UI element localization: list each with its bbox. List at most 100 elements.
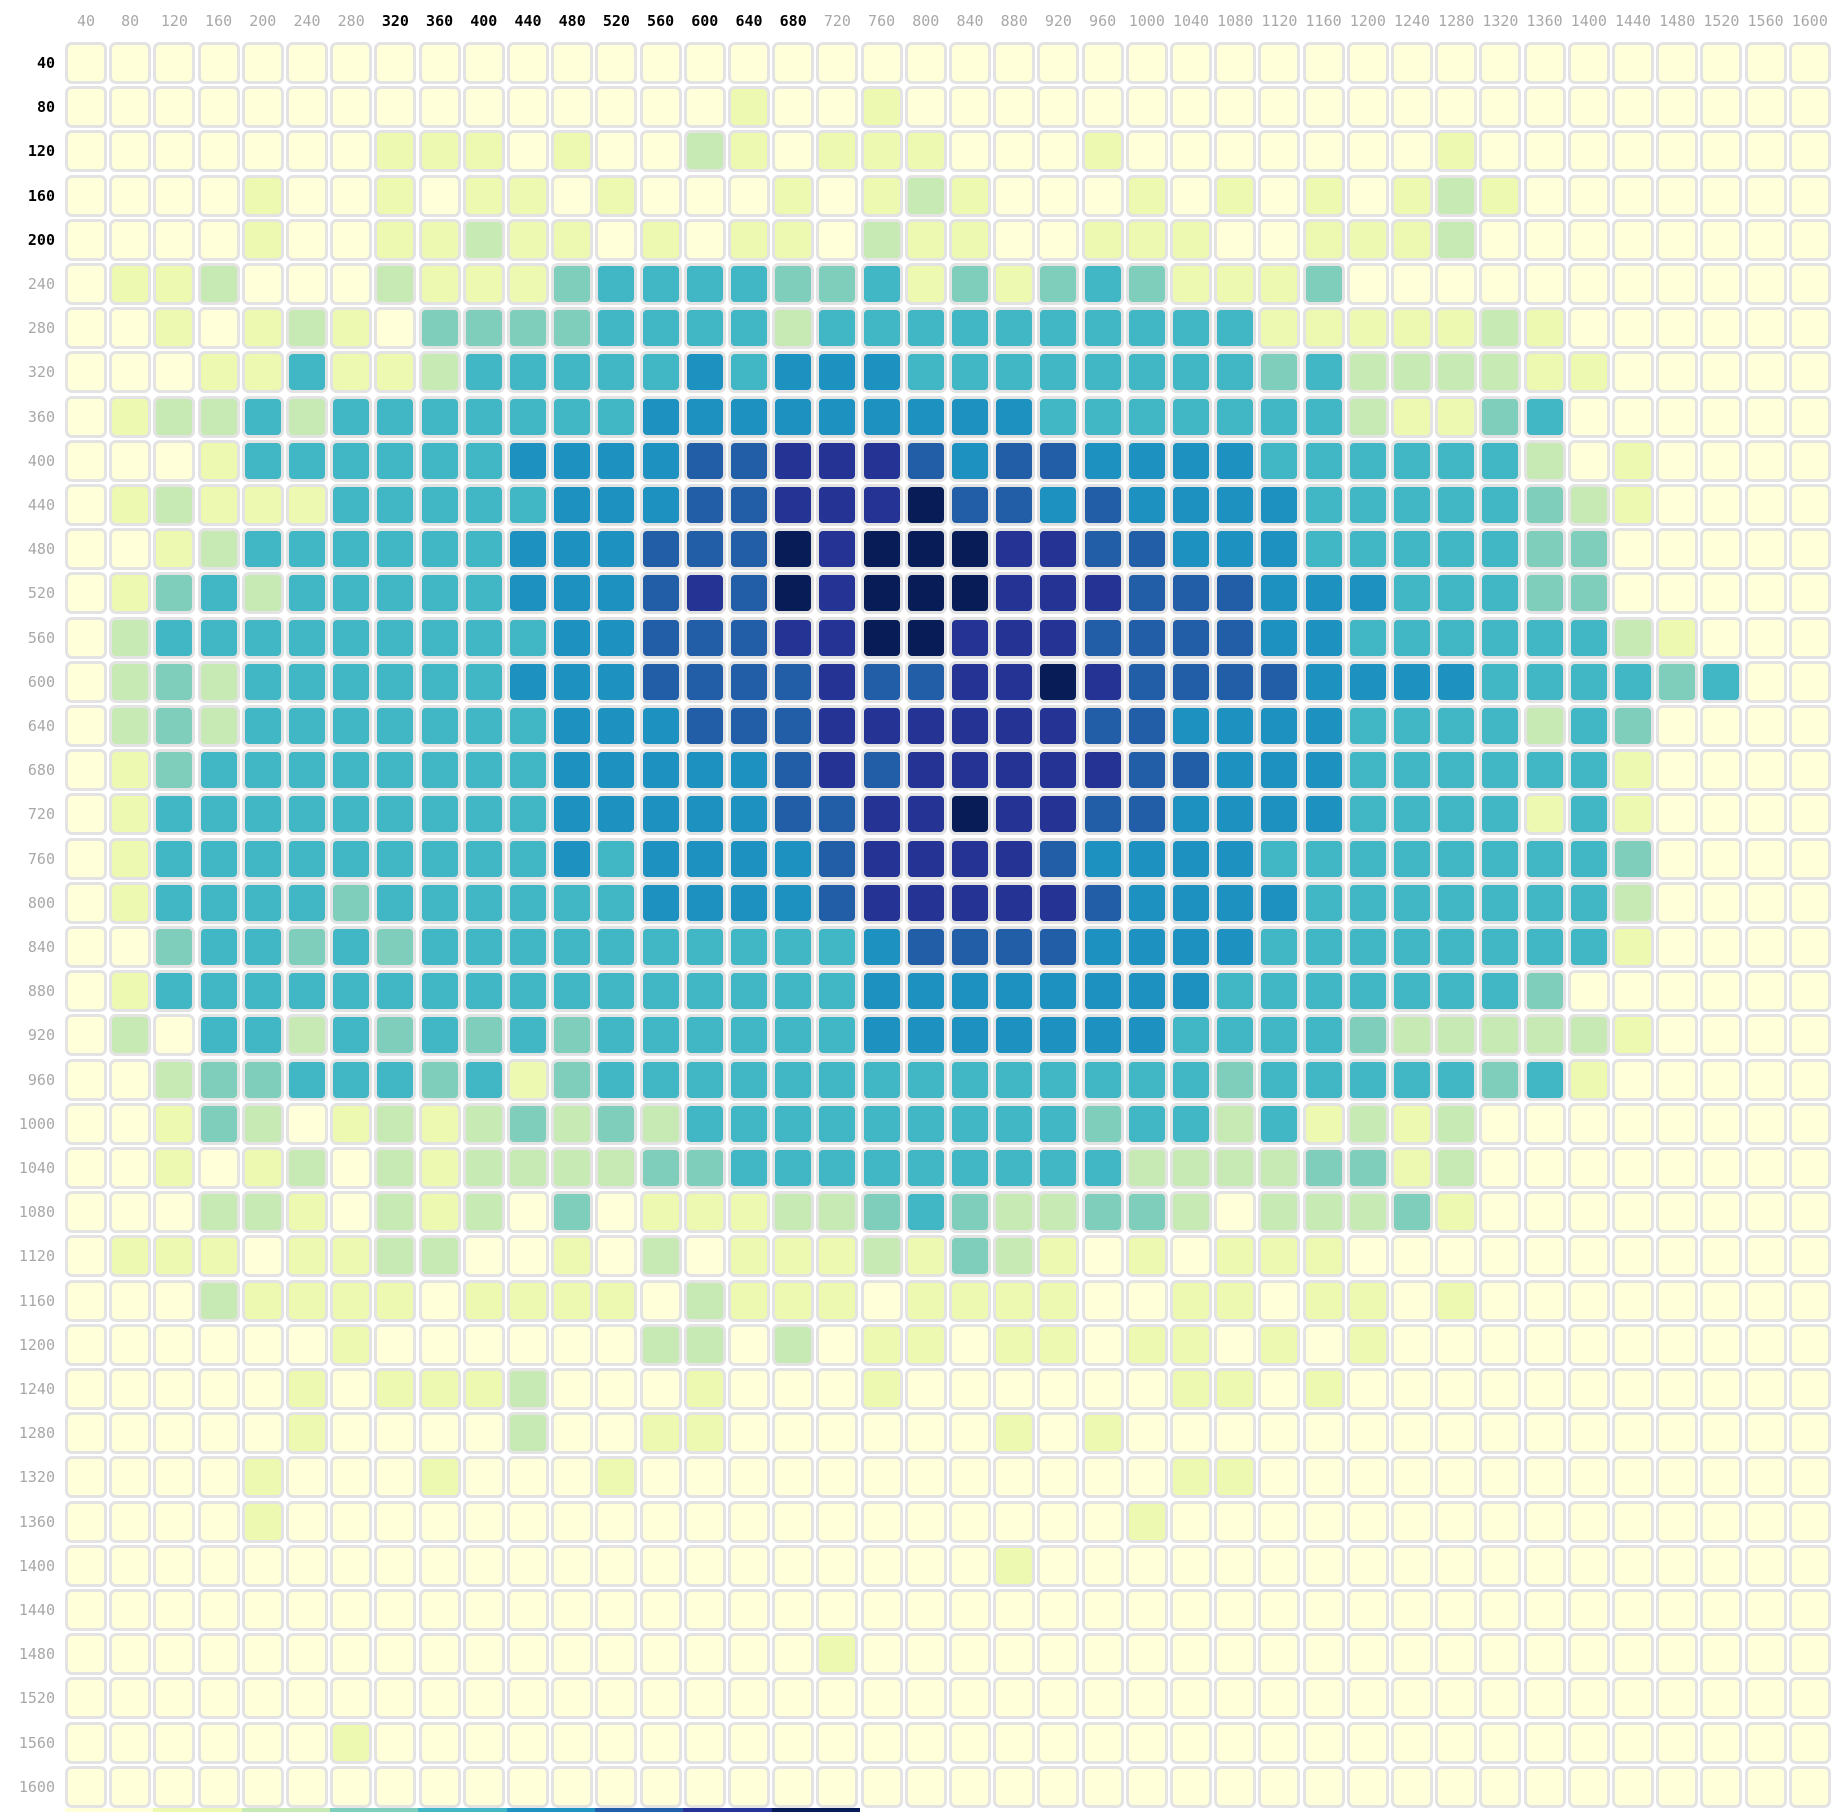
color-scale-swatch [594,1808,684,1812]
heatmap-cell [816,616,859,659]
heatmap-cell [462,660,505,703]
heatmap-cell [860,1191,903,1234]
heatmap-cell [1081,926,1124,968]
heatmap-cell [551,970,594,1013]
heatmap-cell [551,660,594,703]
heatmap-cell [418,705,461,747]
heatmap-cell [1214,1500,1257,1543]
heatmap-cell [772,42,815,84]
heatmap-cell [109,86,152,129]
heatmap-cell [1125,439,1168,482]
heatmap-cell [551,926,594,968]
heatmap-cell [1346,351,1389,394]
heatmap-cell [1612,1633,1654,1676]
heatmap-cell [1479,1102,1522,1145]
heatmap-cell [1744,1500,1787,1543]
heatmap-cell [1081,351,1124,394]
heatmap-cell [109,218,152,261]
heatmap-cell [1081,1368,1124,1410]
heatmap-cell [639,705,682,747]
heatmap-cell [728,351,770,394]
heatmap-cell [1346,1102,1389,1145]
heatmap-cell [1612,1147,1654,1189]
heatmap-cell [816,1456,859,1499]
heatmap-cell [1170,1456,1212,1499]
heatmap-cell [507,793,549,836]
heatmap-cell [197,1058,240,1101]
heatmap-cell [639,1456,682,1499]
heatmap-cell [1788,1191,1831,1234]
heatmap-cell [1302,837,1345,880]
heatmap-cell [1788,1323,1831,1366]
heatmap-cell [993,439,1036,482]
heatmap-cell [418,970,461,1013]
heatmap-cell [728,1235,770,1278]
heatmap-cell [1391,307,1433,350]
heatmap-cell [816,1412,859,1455]
heatmap-cell [551,1235,594,1278]
heatmap-cell [904,1058,947,1101]
heatmap-cell [1125,1058,1168,1101]
heatmap-cell [1346,307,1389,350]
heatmap-cell [860,1147,903,1189]
heatmap-cell [904,1677,947,1720]
heatmap-cell [1700,881,1743,924]
heatmap-cell [772,1500,815,1543]
heatmap-cell [1258,1058,1301,1101]
heatmap-cell [1523,1279,1566,1322]
heatmap-cell [1081,1544,1124,1587]
heatmap-cell [1523,1412,1566,1455]
heatmap-cell [904,1323,947,1366]
x-tick-label: 880 [1000,12,1028,30]
heatmap-cell [1435,307,1478,350]
heatmap-cell [1656,218,1699,261]
heatmap-cell [1656,1368,1699,1410]
heatmap-cell [109,484,152,526]
heatmap-cell [1037,1500,1080,1543]
heatmap-cell [1302,307,1345,350]
heatmap-cell [1081,439,1124,482]
heatmap-cell [153,1147,196,1189]
heatmap-cell [330,1323,373,1366]
heatmap-cell [1656,130,1699,173]
heatmap-cell [1567,42,1610,84]
heatmap-cell [1081,1191,1124,1234]
heatmap-cell [1700,1147,1743,1189]
heatmap-cell [816,793,859,836]
heatmap-cell [1435,1058,1478,1101]
heatmap-cell [1037,174,1080,217]
heatmap-cell [728,881,770,924]
heatmap-cell [904,749,947,792]
heatmap-cell [1081,881,1124,924]
heatmap-cell [1170,1058,1212,1101]
heatmap-cell [109,1279,152,1322]
heatmap-cell [728,1765,770,1808]
heatmap-cell [241,926,284,968]
heatmap-cell [1479,1677,1522,1720]
heatmap-cell [1258,1147,1301,1189]
heatmap-cell [1479,572,1522,615]
heatmap-cell [1567,439,1610,482]
heatmap-cell [1700,660,1743,703]
heatmap-cell [1744,263,1787,305]
heatmap-cell [860,1235,903,1278]
heatmap-cell [639,1721,682,1764]
heatmap-cell [330,572,373,615]
heatmap-cell [1037,1191,1080,1234]
heatmap-cell [904,86,947,129]
heatmap-cell [462,42,505,84]
heatmap-cell [1700,749,1743,792]
heatmap-cell [241,1589,284,1631]
heatmap-cell [286,1589,328,1631]
heatmap-cell [1346,705,1389,747]
heatmap-cell [1037,970,1080,1013]
heatmap-cell [860,130,903,173]
heatmap-cell [728,1191,770,1234]
heatmap-cell [1346,395,1389,438]
heatmap-cell [65,1102,107,1145]
heatmap-cell [1346,881,1389,924]
heatmap-cell [1523,1677,1566,1720]
heatmap-cell [639,484,682,526]
heatmap-cell [153,1412,196,1455]
heatmap-cell [197,1633,240,1676]
